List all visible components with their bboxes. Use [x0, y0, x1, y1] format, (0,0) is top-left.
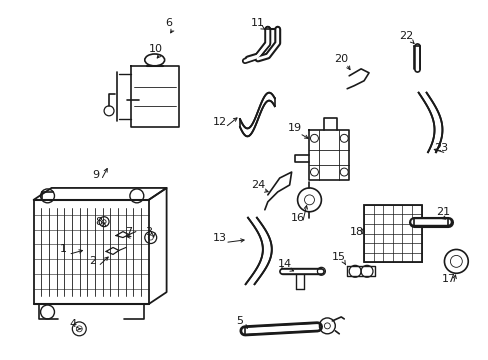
Text: 11: 11 [250, 18, 264, 28]
Text: 1: 1 [60, 244, 67, 255]
Text: 8: 8 [95, 217, 102, 227]
Text: 14: 14 [277, 259, 291, 269]
Text: 19: 19 [287, 123, 301, 134]
Text: 13: 13 [213, 233, 227, 243]
Text: 20: 20 [333, 54, 347, 64]
Text: 6: 6 [165, 18, 172, 28]
Text: 3: 3 [145, 226, 152, 237]
Text: 16: 16 [290, 213, 304, 223]
Text: 24: 24 [250, 180, 264, 190]
Text: 9: 9 [92, 170, 100, 180]
Text: 2: 2 [89, 256, 97, 266]
Text: 18: 18 [349, 226, 364, 237]
Text: 17: 17 [441, 274, 454, 284]
Bar [364, 205, 421, 262]
Text: 21: 21 [435, 207, 449, 217]
Text: 22: 22 [399, 31, 413, 41]
Text: 15: 15 [331, 252, 346, 262]
Text: 4: 4 [70, 319, 77, 329]
Text: 5: 5 [236, 316, 243, 326]
Text: 12: 12 [213, 117, 227, 127]
Text: 23: 23 [433, 143, 447, 153]
Text: 7: 7 [125, 226, 132, 237]
Text: 10: 10 [148, 44, 163, 54]
